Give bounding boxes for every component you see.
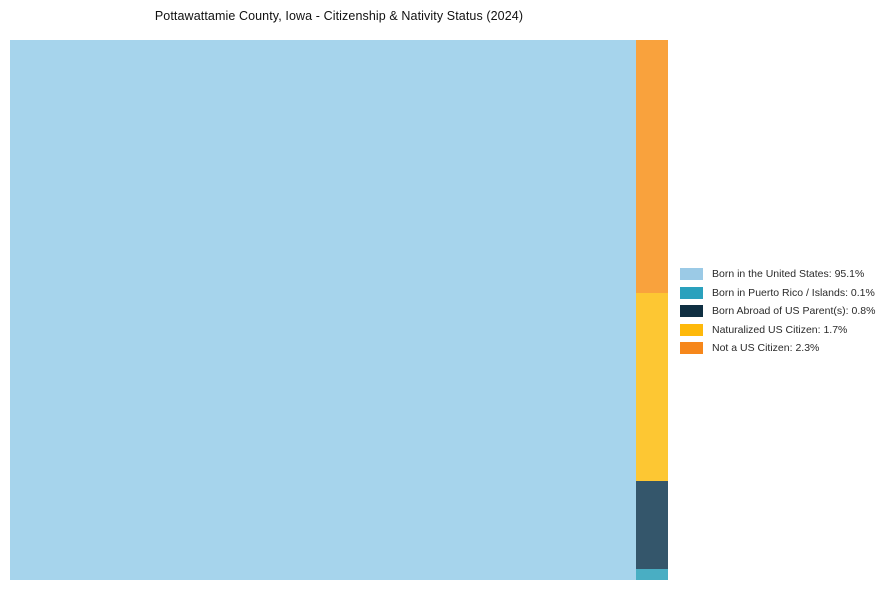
legend-item-not-a-us-citizen[interactable]: Not a US Citizen: 2.3% [680,339,875,358]
legend-label: Born in Puerto Rico / Islands: 0.1% [712,286,875,299]
treemap-side-column [636,40,668,580]
treemap-tile-not-a-us-citizen[interactable] [636,40,668,294]
legend-item-born-in-puerto-rico-islands[interactable]: Born in Puerto Rico / Islands: 0.1% [680,284,875,303]
legend-swatch-naturalized-us-citizen [680,323,703,336]
treemap-tile-born-in-puerto-rico-islands[interactable] [636,568,668,580]
legend-label: Not a US Citizen: 2.3% [712,342,820,355]
legend-swatch-born-in-the-united-states [680,268,703,281]
treemap-tile-born-in-us[interactable] [10,40,636,580]
treemap-tile-born-abroad-of-us-parent-s[interactable] [636,480,668,569]
legend-swatch-not-a-us-citizen [680,342,703,355]
treemap-tile-naturalized-us-citizen[interactable] [636,293,668,481]
legend: Born in the United States: 95.1% Born in … [680,265,875,358]
legend-swatch-born-in-puerto-rico-islands [680,286,703,299]
treemap-plot-area [10,40,668,580]
legend-item-born-abroad-of-us-parent-s[interactable]: Born Abroad of US Parent(s): 0.8% [680,302,875,321]
legend-item-naturalized-us-citizen[interactable]: Naturalized US Citizen: 1.7% [680,321,875,340]
legend-swatch-born-abroad-of-us-parent-s [680,305,703,318]
legend-item-born-in-the-united-states[interactable]: Born in the United States: 95.1% [680,265,875,284]
legend-label: Naturalized US Citizen: 1.7% [712,323,848,336]
legend-label: Born Abroad of US Parent(s): 0.8% [712,305,876,318]
legend-label: Born in the United States: 95.1% [712,268,865,281]
chart-title: Pottawattamie County, Iowa - Citizenship… [154,9,524,23]
